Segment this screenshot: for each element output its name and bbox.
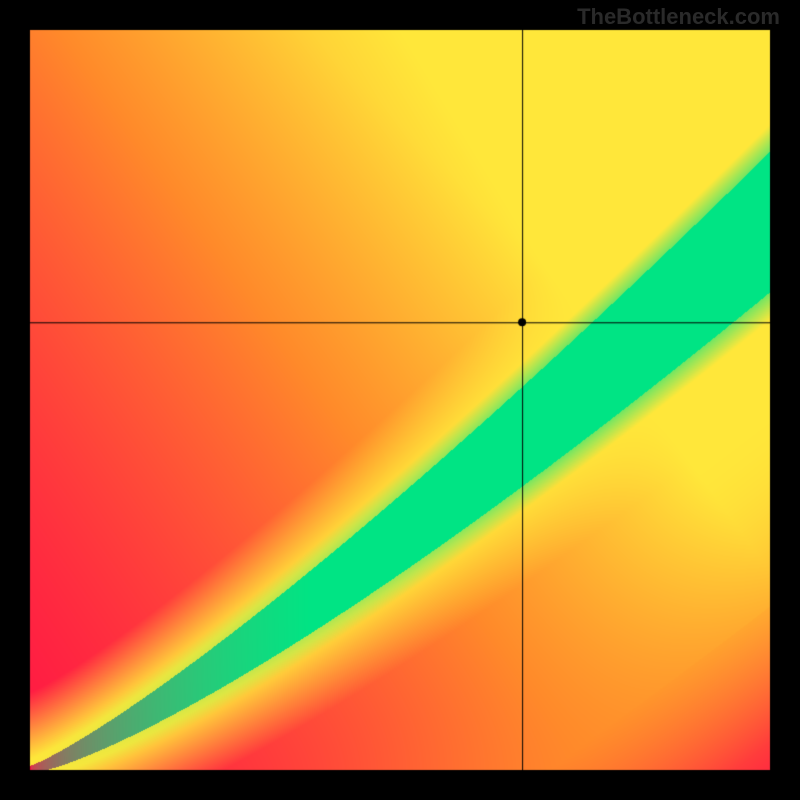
watermark-text: TheBottleneck.com: [577, 4, 780, 30]
bottleneck-heatmap-canvas: [0, 0, 800, 800]
chart-container: TheBottleneck.com: [0, 0, 800, 800]
